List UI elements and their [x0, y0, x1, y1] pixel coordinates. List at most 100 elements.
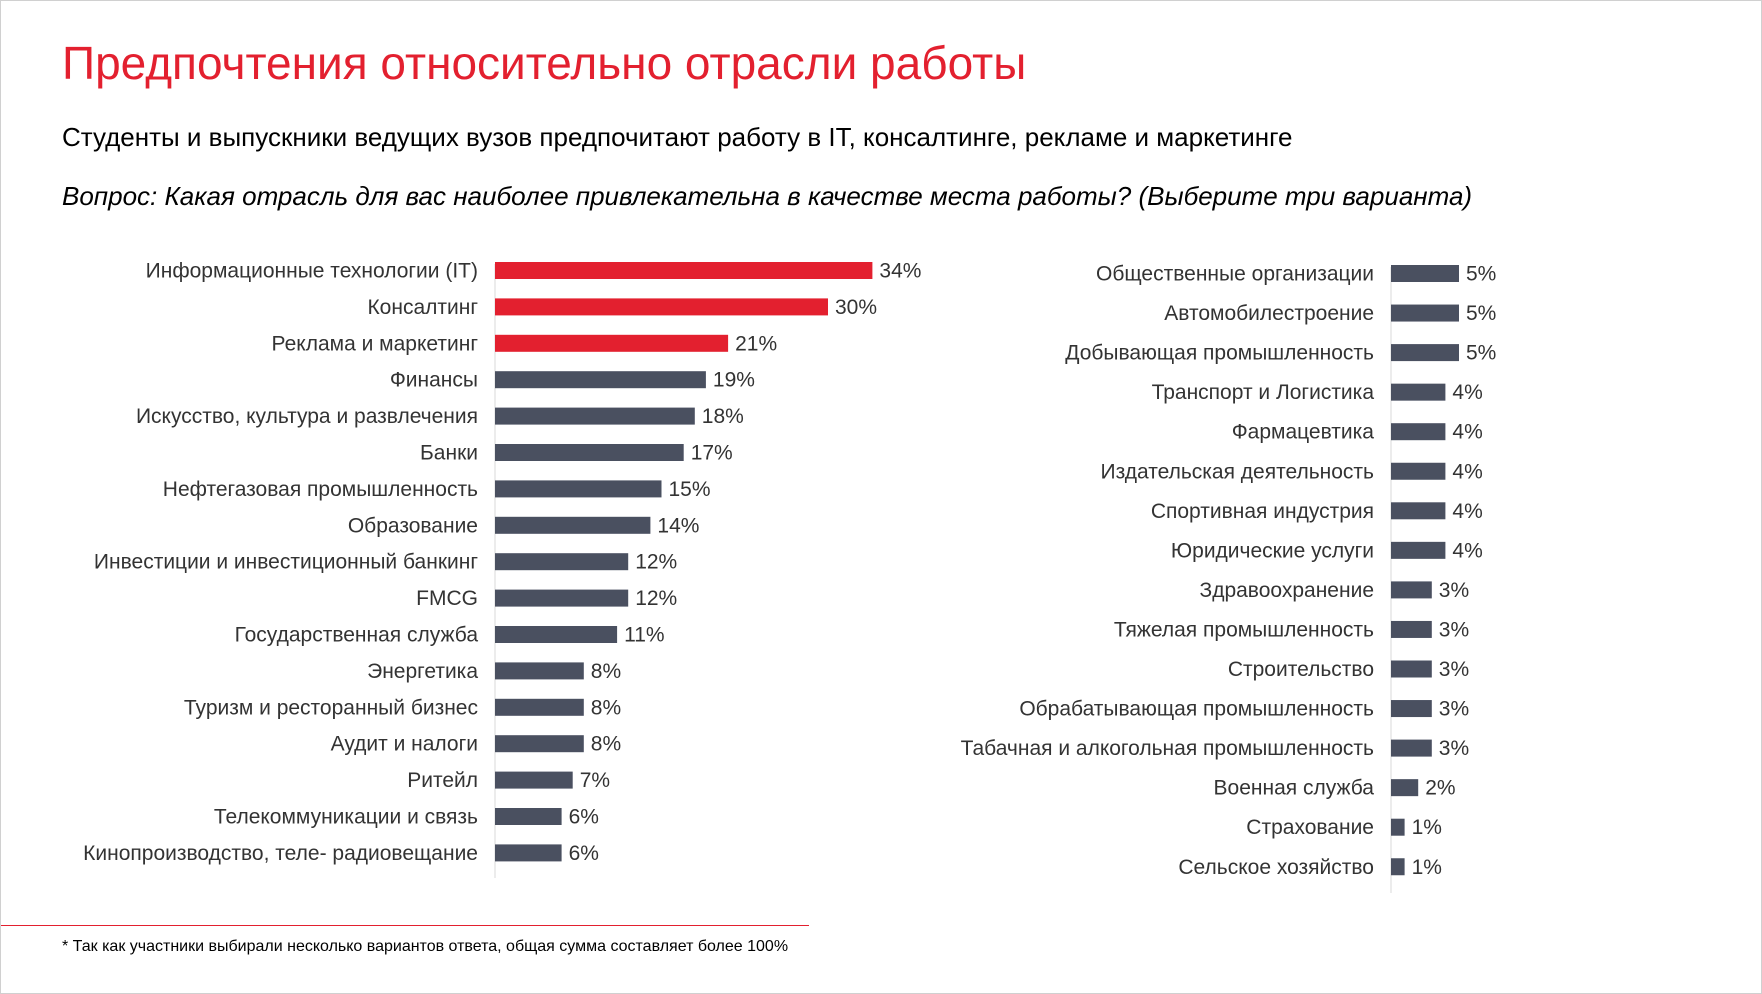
- right-bar: [1391, 620, 1432, 638]
- left-bar: [495, 298, 828, 316]
- left-value-label: 12%: [635, 587, 677, 610]
- page-subtitle: Студенты и выпускники ведущих вузов пред…: [62, 122, 1293, 152]
- left-category-label: Образование: [348, 514, 478, 537]
- right-value-label: 4%: [1452, 381, 1482, 404]
- left-category-label: Энергетика: [367, 660, 478, 683]
- left-value-label: 7%: [580, 769, 610, 792]
- right-category-label: Спортивная индустрия: [1151, 500, 1374, 523]
- left-bar: [495, 407, 695, 425]
- right-category-label: Строительство: [1228, 658, 1374, 681]
- right-value-label: 4%: [1452, 539, 1482, 562]
- right-bar: [1391, 818, 1405, 836]
- right-category-label: Обрабатывающая промышленность: [1019, 698, 1374, 721]
- left-value-label: 8%: [591, 696, 621, 719]
- left-bar: [495, 334, 729, 352]
- left-bar: [495, 516, 651, 534]
- left-bar: [495, 262, 873, 279]
- footnote-divider: [1, 925, 809, 926]
- footnote: * Так как участники выбирали несколько в…: [62, 938, 789, 955]
- survey-question: Вопрос: Какая отрасль для вас наиболее п…: [62, 181, 1473, 211]
- right-bar: [1391, 265, 1459, 282]
- left-category-label: Финансы: [390, 369, 478, 392]
- page-title: Предпочтения относительно отрасли работы: [62, 37, 1027, 89]
- right-bar: [1391, 779, 1419, 797]
- right-bar: [1391, 700, 1432, 718]
- right-category-label: Табачная и алкогольная промышленность: [961, 737, 1374, 760]
- left-category-label: Туризм и ресторанный бизнес: [184, 696, 478, 719]
- charts-canvas: Информационные технологии (IT) 34% Консалт…: [83, 260, 1496, 893]
- right-value-label: 5%: [1466, 302, 1496, 325]
- left-bar: [495, 480, 662, 498]
- right-category-label: Автомобилестроение: [1164, 302, 1374, 325]
- left-bar: [495, 771, 573, 789]
- left-value-label: 14%: [657, 514, 699, 537]
- left-value-label: 8%: [591, 733, 621, 756]
- right-value-label: 3%: [1439, 658, 1469, 681]
- left-category-label: Консалтинг: [367, 296, 478, 319]
- left-bar: [495, 662, 584, 680]
- right-category-label: Военная служба: [1214, 777, 1375, 800]
- right-category-label: Добывающая промышленность: [1065, 342, 1374, 365]
- right-category-label: Издательская деятельность: [1100, 460, 1374, 483]
- right-bar: [1391, 581, 1432, 599]
- left-value-label: 11%: [624, 624, 664, 647]
- left-bar: [495, 589, 629, 607]
- left-value-label: 6%: [569, 806, 599, 829]
- right-value-label: 3%: [1439, 579, 1469, 602]
- right-value-label: 1%: [1412, 816, 1442, 839]
- right-bar: [1391, 304, 1459, 322]
- left-bar: [495, 735, 584, 753]
- left-bar: [495, 444, 684, 461]
- left-bar: [495, 808, 562, 825]
- left-value-label: 15%: [669, 478, 711, 501]
- right-bar: [1391, 739, 1432, 757]
- left-category-label: Инвестиции и инвестиционный банкинг: [94, 551, 478, 574]
- left-category-label: Нефтегазовая промышленность: [163, 478, 478, 501]
- left-bar: [495, 371, 706, 389]
- right-bar: [1391, 462, 1446, 480]
- right-category-label: Здравоохранение: [1200, 579, 1374, 602]
- left-category-label: Телекоммуникации и связь: [214, 806, 478, 829]
- right-bar: [1391, 502, 1446, 520]
- left-value-label: 18%: [702, 405, 744, 428]
- right-category-label: Тяжелая промышленность: [1114, 618, 1374, 641]
- right-value-label: 1%: [1412, 856, 1442, 879]
- right-category-label: Общественные организации: [1096, 263, 1374, 286]
- right-bar-chart: Общественные организации 5% Автомобилестро…: [961, 263, 1496, 893]
- left-category-label: Государственная служба: [235, 624, 479, 647]
- right-bar: [1391, 383, 1446, 401]
- right-bar: [1391, 344, 1459, 362]
- right-value-label: 3%: [1439, 618, 1469, 641]
- right-value-label: 4%: [1452, 460, 1482, 483]
- left-value-label: 34%: [879, 260, 921, 283]
- right-value-label: 2%: [1425, 777, 1455, 800]
- left-bar-chart: Информационные технологии (IT) 34% Консалт…: [83, 260, 921, 878]
- left-value-label: 30%: [835, 296, 877, 319]
- right-category-label: Сельское хозяйство: [1178, 856, 1374, 879]
- left-category-label: FMCG: [416, 587, 478, 610]
- right-category-label: Юридические услуги: [1171, 539, 1374, 562]
- left-value-label: 19%: [713, 369, 755, 392]
- right-bar: [1391, 660, 1432, 678]
- right-value-label: 4%: [1452, 421, 1482, 444]
- left-value-label: 12%: [635, 551, 677, 574]
- left-bar: [495, 844, 562, 862]
- left-category-label: Аудит и налоги: [331, 733, 478, 756]
- right-bar: [1391, 423, 1446, 441]
- right-bar: [1391, 541, 1446, 559]
- right-value-label: 5%: [1466, 263, 1496, 286]
- left-category-label: Кинопроизводство, теле- радиовещание: [83, 842, 478, 865]
- left-category-label: Реклама и маркетинг: [272, 332, 479, 355]
- right-value-label: 3%: [1439, 737, 1469, 760]
- right-value-label: 4%: [1452, 500, 1482, 523]
- right-category-label: Страхование: [1246, 816, 1374, 839]
- left-value-label: 17%: [691, 442, 733, 465]
- left-category-label: Ритейл: [407, 769, 478, 792]
- left-category-label: Банки: [420, 442, 478, 465]
- left-category-label: Искусство, культура и развлечения: [136, 405, 478, 428]
- right-value-label: 3%: [1439, 698, 1469, 721]
- left-value-label: 8%: [591, 660, 621, 683]
- left-bar: [495, 626, 618, 643]
- left-value-label: 6%: [569, 842, 599, 865]
